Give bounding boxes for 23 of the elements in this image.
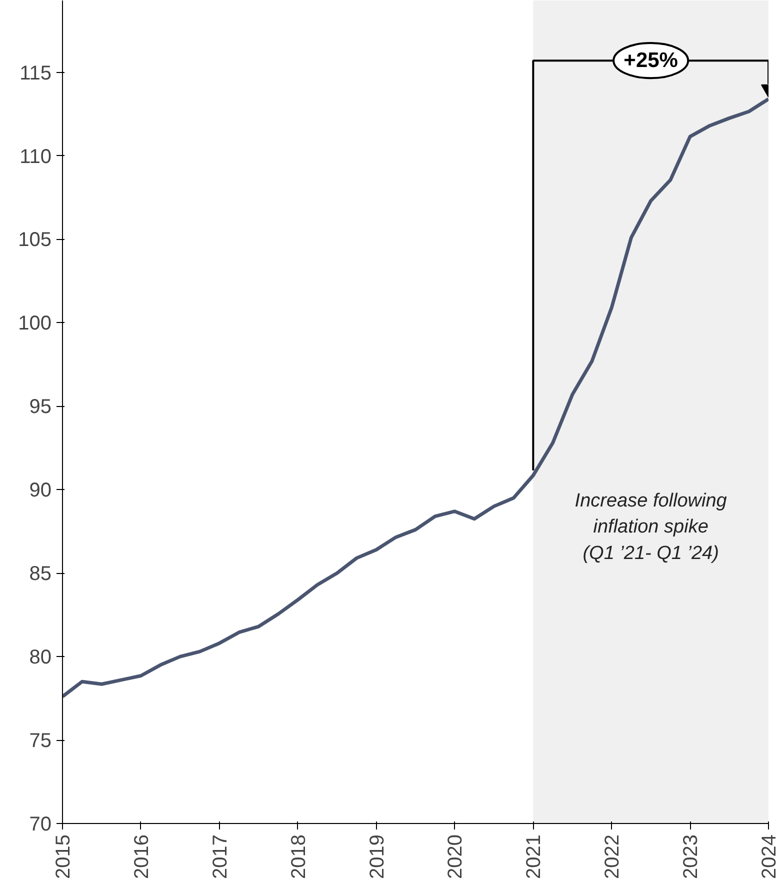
y-tick-label: 70 xyxy=(29,814,52,836)
y-tick-label: 115 xyxy=(20,62,52,84)
y-tick-label: 85 xyxy=(29,563,52,586)
x-tick-label: 2017 xyxy=(209,834,232,879)
x-tick-label: 2016 xyxy=(130,834,153,879)
x-tick-label: 2024 xyxy=(758,834,778,879)
x-tick-label: 2020 xyxy=(444,834,467,879)
x-tick-label: 2018 xyxy=(288,834,310,879)
x-tick-label: 2019 xyxy=(366,834,388,879)
y-tick-label: 100 xyxy=(18,312,52,335)
annotation: +25% xyxy=(624,49,678,72)
x-tick-label: 2023 xyxy=(680,834,702,879)
line-series xyxy=(62,97,768,698)
x-tick-label: 2015 xyxy=(52,834,74,879)
x-tick-label: 2021 xyxy=(523,834,546,879)
y-tick-label: 75 xyxy=(29,730,52,752)
y-tick-label: 95 xyxy=(29,396,52,418)
band-label: Increase following inflation spike (Q1 ’21- Q1 ’24) xyxy=(574,490,728,564)
x-tick-label: 2022 xyxy=(602,834,624,879)
y-tick-label: 105 xyxy=(18,229,52,252)
y-tick-label: 90 xyxy=(29,480,52,502)
y-tick-label: 80 xyxy=(29,646,52,669)
y-tick-label: 110 xyxy=(20,146,52,168)
